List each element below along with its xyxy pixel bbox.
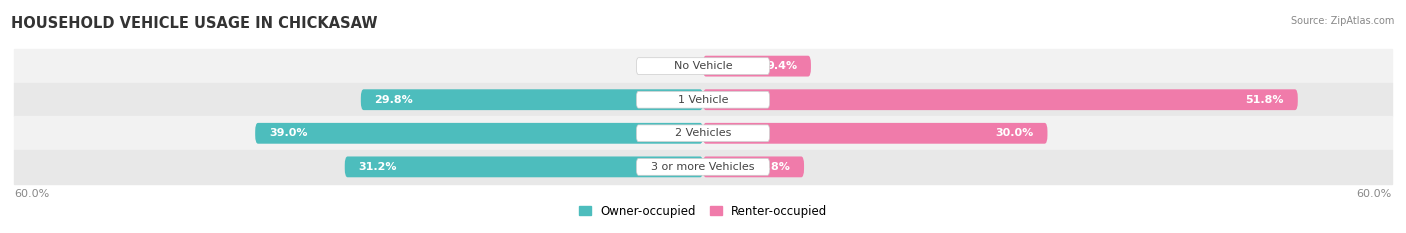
Bar — [14, 83, 1392, 116]
Text: 8.8%: 8.8% — [759, 162, 790, 172]
Text: HOUSEHOLD VEHICLE USAGE IN CHICKASAW: HOUSEHOLD VEHICLE USAGE IN CHICKASAW — [11, 16, 378, 31]
FancyBboxPatch shape — [703, 89, 1298, 110]
FancyBboxPatch shape — [361, 89, 703, 110]
Bar — [14, 49, 1392, 83]
FancyBboxPatch shape — [637, 58, 769, 75]
Text: 51.8%: 51.8% — [1246, 95, 1284, 105]
Text: Source: ZipAtlas.com: Source: ZipAtlas.com — [1291, 16, 1395, 26]
Text: No Vehicle: No Vehicle — [673, 61, 733, 71]
FancyBboxPatch shape — [703, 123, 1047, 144]
Legend: Owner-occupied, Renter-occupied: Owner-occupied, Renter-occupied — [579, 205, 827, 218]
Text: 0.0%: 0.0% — [664, 61, 693, 71]
FancyBboxPatch shape — [703, 157, 804, 177]
Text: 30.0%: 30.0% — [995, 128, 1033, 138]
Bar — [14, 116, 1392, 150]
Text: 2 Vehicles: 2 Vehicles — [675, 128, 731, 138]
Bar — [14, 150, 1392, 184]
FancyBboxPatch shape — [344, 157, 703, 177]
Text: 9.4%: 9.4% — [766, 61, 797, 71]
Text: 60.0%: 60.0% — [14, 189, 49, 199]
Text: 31.2%: 31.2% — [359, 162, 396, 172]
FancyBboxPatch shape — [256, 123, 703, 144]
FancyBboxPatch shape — [637, 91, 769, 108]
FancyBboxPatch shape — [703, 56, 811, 76]
Text: 3 or more Vehicles: 3 or more Vehicles — [651, 162, 755, 172]
FancyBboxPatch shape — [637, 158, 769, 175]
Text: 29.8%: 29.8% — [374, 95, 413, 105]
Text: 1 Vehicle: 1 Vehicle — [678, 95, 728, 105]
FancyBboxPatch shape — [637, 125, 769, 142]
Text: 39.0%: 39.0% — [269, 128, 308, 138]
Text: 60.0%: 60.0% — [1357, 189, 1392, 199]
